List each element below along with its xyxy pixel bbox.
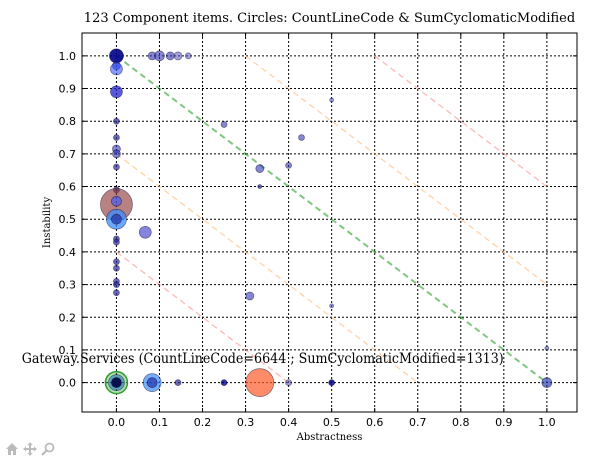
- data-point: [541, 377, 553, 388]
- data-point: [220, 379, 228, 386]
- data-point: [245, 291, 255, 301]
- data-point: [328, 379, 336, 386]
- data-point: [165, 51, 175, 61]
- x-tick-label: 1.0: [538, 416, 556, 429]
- plot-frame: [81, 32, 578, 413]
- data-point: [111, 377, 122, 388]
- data-point: [113, 134, 120, 141]
- pan-icon[interactable]: [22, 441, 38, 457]
- data-point: [113, 258, 120, 266]
- x-tick-label: 0.7: [409, 416, 427, 429]
- reference-line-zone-0.3-lower: [116, 153, 419, 384]
- data-point: [285, 161, 292, 169]
- x-tick-label: 0.9: [495, 416, 513, 429]
- data-point: [154, 50, 165, 62]
- x-tick-label: 0.4: [280, 416, 298, 429]
- reference-line-zone-0.3-upper: [245, 55, 548, 286]
- x-tick-label: 0.2: [194, 416, 212, 429]
- x-axis-ticks: 0.0 0.1 0.2 0.3 0.4 0.5 0.6 0.7 0.8 0.9 1.0: [108, 33, 556, 429]
- data-point: [255, 164, 265, 173]
- plot-background: [82, 33, 577, 412]
- y-tick-label: 0.5: [59, 213, 77, 226]
- data-point: [245, 368, 275, 397]
- x-tick-label: 0.0: [108, 416, 126, 429]
- data-point: [257, 184, 263, 189]
- data-point: [174, 379, 182, 386]
- x-tick-label: 0.3: [237, 416, 255, 429]
- data-point: [298, 134, 305, 141]
- y-axis-ticks: 0.0 0.1 0.2 0.3 0.4 0.5 0.6 0.7 0.8 0.9 1.0: [59, 50, 577, 390]
- y-tick-label: 0.7: [59, 148, 77, 161]
- y-tick-label: 0.4: [59, 246, 77, 259]
- reference-line-zone-0.6-upper: [374, 55, 548, 188]
- y-tick-label: 0.3: [59, 279, 77, 292]
- data-point: [112, 149, 121, 159]
- reference-line-main-sequence: [115, 55, 548, 384]
- data-point: [113, 238, 120, 246]
- annotation-label: Gateway.Services (CountLineCode=6644 ; S…: [22, 351, 504, 367]
- y-tick-label: 0.6: [59, 181, 77, 194]
- data-points: [100, 48, 553, 397]
- data-point: [173, 51, 183, 61]
- y-tick-label: 0.0: [59, 377, 77, 390]
- data-point: [146, 377, 158, 388]
- y-tick-label: 0.1: [59, 344, 77, 357]
- y-axis-label: Instability: [42, 197, 53, 249]
- data-point: [110, 85, 123, 99]
- data-point: [109, 48, 124, 64]
- data-point: [329, 97, 335, 103]
- data-point: [113, 117, 120, 125]
- x-tick-label: 0.6: [366, 416, 384, 429]
- data-point: [111, 213, 122, 225]
- data-point: [110, 62, 123, 76]
- data-point: [544, 345, 550, 351]
- data-point: [113, 281, 120, 288]
- reference-line-zone-0.6-lower: [116, 251, 290, 384]
- plot-toolbar: [4, 440, 56, 458]
- data-point: [329, 303, 335, 309]
- x-tick-label: 0.5: [323, 416, 341, 429]
- zoom-icon[interactable]: [40, 441, 56, 457]
- home-icon[interactable]: [4, 441, 20, 457]
- x-axis-label: Abstractness: [296, 432, 363, 443]
- data-point: [138, 225, 152, 239]
- reference-lines: [115, 55, 548, 384]
- x-tick-label: 0.8: [452, 416, 470, 429]
- data-point: [220, 121, 228, 128]
- data-point: [285, 379, 292, 386]
- data-point: [111, 195, 122, 207]
- data-point: [113, 289, 120, 297]
- x-tick-label: 0.1: [151, 416, 169, 429]
- data-point: [184, 52, 192, 60]
- chart-title: 123 Component items. Circles: CountLineC…: [84, 11, 575, 26]
- data-point: [113, 163, 120, 171]
- data-point: [113, 264, 120, 272]
- y-tick-label: 1.0: [59, 50, 77, 63]
- y-tick-label: 0.2: [59, 311, 77, 324]
- y-tick-label: 0.9: [59, 83, 77, 96]
- y-tick-label: 0.8: [59, 115, 77, 128]
